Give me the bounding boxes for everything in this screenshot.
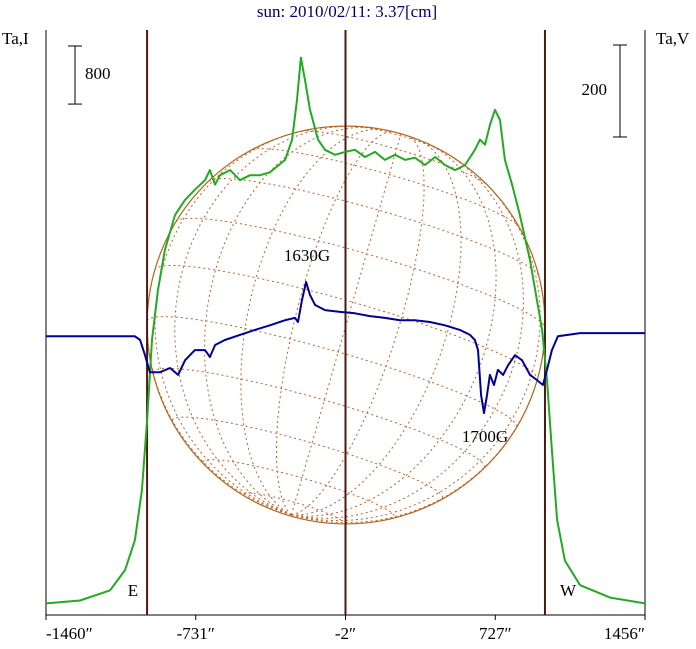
annotation: E [128,581,138,600]
grid-line [291,150,525,519]
grid-line [301,130,487,185]
y-axis-label: Ta,I [2,29,29,48]
x-tick-label: 1456″ [604,624,645,643]
grid-line [276,131,394,516]
grid-line [171,416,444,499]
grid-line [291,143,497,517]
series-line [46,281,645,415]
annotation: W [560,581,577,600]
grid-line [146,316,518,428]
grid-line [175,217,546,328]
x-tick-label: -1460″ [46,624,93,643]
grid-line [204,126,373,516]
grid-line [291,138,462,516]
grid-line [290,133,402,515]
chart-title: sun: 2010/02/11: 3.37[cm] [257,2,437,21]
scale-bar-label: 800 [85,64,111,83]
x-tick-label: 727″ [479,624,512,643]
grid-line [251,148,520,227]
annotation: 1700G [462,427,508,446]
series-line [45,56,646,605]
grid-line [202,459,395,517]
x-tick-label: -731″ [177,624,215,643]
grid-line [154,128,312,516]
x-tick-label: -2″ [335,624,356,643]
grid-line [154,265,538,381]
grid-line [291,135,425,516]
grid-line [152,367,485,468]
y2-axis-label: Ta,V [656,29,690,48]
grid-line [291,379,538,524]
scale-bar-label: 200 [582,80,608,99]
grid-line [174,125,357,516]
annotation: 1630G [284,246,330,265]
grid-line [240,128,386,516]
